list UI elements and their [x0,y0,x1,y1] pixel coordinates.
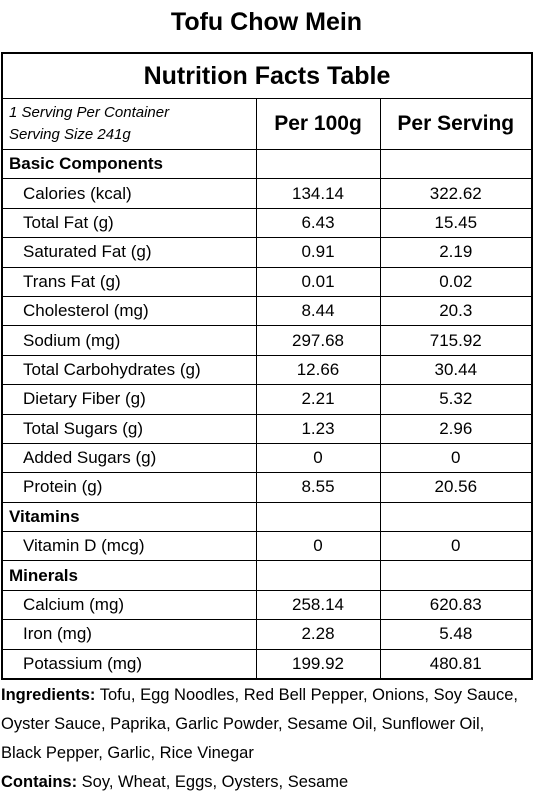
value-per-100g: 2.21 [255,384,381,415]
table-row: Total Fat (g) 6.43 15.45 [1,207,533,239]
allergen-statement: Contains: Soy, Wheat, Eggs, Oysters, Ses… [1,768,529,797]
label-footer: Ingredients: Tofu, Egg Noodles, Red Bell… [1,681,529,797]
value-per-100g: 8.44 [255,295,381,327]
value-per-100g: 6.43 [255,207,381,239]
value-per-serving: 2.96 [379,413,533,444]
contains-label: Contains: [1,773,78,791]
table-row: Cholesterol (mg) 8.44 20.3 [1,295,533,327]
page-title: Tofu Chow Mein [170,8,363,36]
nutrient-label: Total Fat (g) [1,207,257,239]
table-caption: Nutrition Facts Table [1,52,533,99]
table-row: Sodium (mg) 297.68 715.92 [1,325,533,356]
value-per-serving: 2.19 [379,237,533,268]
nutrient-label: Calories (kcal) [1,178,257,209]
table-row: Added Sugars (g) 0 0 [1,442,533,474]
serving-info: 1 Serving Per Container Serving Size 241… [1,98,257,150]
nutrient-label: Dietary Fiber (g) [1,384,257,415]
value-per-serving: 480.81 [379,648,533,680]
value-per-serving: 15.45 [379,207,533,239]
nutrient-label: Trans Fat (g) [1,266,257,297]
value-per-serving: 715.92 [379,325,533,356]
nutrition-facts-table: Nutrition Facts Table 1 Serving Per Cont… [1,52,533,681]
nutrient-label: Iron (mg) [1,619,257,650]
empty-cell [379,501,533,533]
empty-cell [379,148,533,180]
section-heading: Minerals [1,560,257,591]
value-per-100g: 199.92 [255,648,381,680]
header-row: 1 Serving Per Container Serving Size 241… [1,98,533,150]
nutrient-label: Protein (g) [1,472,257,503]
empty-cell [255,560,381,591]
ingredients-label: Ingredients: [1,686,96,704]
empty-cell [255,148,381,180]
table-row: Protein (g) 8.55 20.56 [1,472,533,503]
table-row: Total Carbohydrates (g) 12.66 30.44 [1,354,533,386]
table-row: Total Sugars (g) 1.23 2.96 [1,413,533,444]
value-per-100g: 258.14 [255,589,381,621]
value-per-100g: 134.14 [255,178,381,209]
nutrient-label: Total Sugars (g) [1,413,257,444]
nutrient-label: Added Sugars (g) [1,442,257,474]
table-row: Vitamin D (mcg) 0 0 [1,531,533,562]
nutrient-label: Calcium (mg) [1,589,257,621]
serving-size: Serving Size 241g [9,126,131,143]
value-per-100g: 297.68 [255,325,381,356]
value-per-serving: 620.83 [379,589,533,621]
value-per-serving: 0 [379,531,533,562]
servings-per-container: 1 Serving Per Container [9,104,170,121]
table-row: Dietary Fiber (g) 2.21 5.32 [1,384,533,415]
value-per-serving: 0 [379,442,533,474]
nutrient-label: Vitamin D (mcg) [1,531,257,562]
value-per-100g: 1.23 [255,413,381,444]
value-per-100g: 0 [255,531,381,562]
empty-cell [379,560,533,591]
value-per-serving: 0.02 [379,266,533,297]
nutrient-label: Potassium (mg) [1,648,257,680]
value-per-serving: 20.56 [379,472,533,503]
value-per-serving: 30.44 [379,354,533,386]
table-row: Trans Fat (g) 0.01 0.02 [1,266,533,297]
table-row: Calcium (mg) 258.14 620.83 [1,589,533,621]
empty-cell [255,501,381,533]
nutrient-label: Sodium (mg) [1,325,257,356]
section-row: Basic Components [1,148,533,180]
value-per-100g: 0.01 [255,266,381,297]
value-per-100g: 8.55 [255,472,381,503]
nutrient-label: Total Carbohydrates (g) [1,354,257,386]
section-row: Vitamins [1,501,533,533]
value-per-100g: 0 [255,442,381,474]
value-per-serving: 20.3 [379,295,533,327]
nutrient-label: Cholesterol (mg) [1,295,257,327]
value-per-100g: 12.66 [255,354,381,386]
ingredients-text: Tofu, Egg Noodles, Red Bell Pepper, Onio… [1,686,518,762]
table-row: Calories (kcal) 134.14 322.62 [1,178,533,209]
nutrient-label: Saturated Fat (g) [1,237,257,268]
table-row: Potassium (mg) 199.92 480.81 [1,648,533,680]
ingredients-statement: Ingredients: Tofu, Egg Noodles, Red Bell… [1,681,529,768]
value-per-100g: 0.91 [255,237,381,268]
table-row: Saturated Fat (g) 0.91 2.19 [1,237,533,268]
value-per-serving: 322.62 [379,178,533,209]
column-header-per-100g: Per 100g [255,98,381,150]
contains-text: Soy, Wheat, Eggs, Oysters, Sesame [77,773,349,791]
value-per-serving: 5.48 [379,619,533,650]
table-row: Iron (mg) 2.28 5.48 [1,619,533,650]
value-per-serving: 5.32 [379,384,533,415]
section-row: Minerals [1,560,533,591]
value-per-100g: 2.28 [255,619,381,650]
column-header-per-serving: Per Serving [379,98,533,150]
section-heading: Basic Components [1,148,257,180]
section-heading: Vitamins [1,501,257,533]
caption-row: Nutrition Facts Table [1,52,533,99]
